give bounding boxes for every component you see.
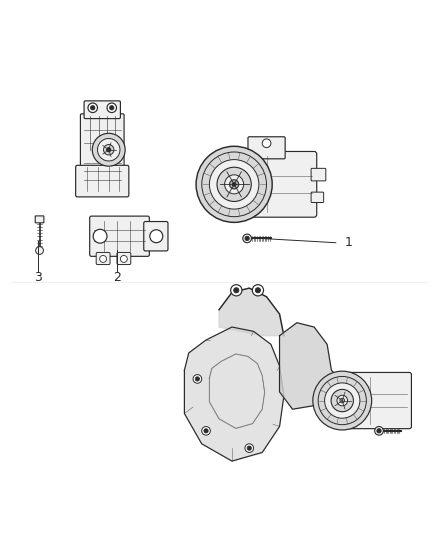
Circle shape xyxy=(245,236,249,240)
Circle shape xyxy=(195,377,200,381)
FancyBboxPatch shape xyxy=(342,373,411,429)
Circle shape xyxy=(217,167,251,201)
Circle shape xyxy=(245,444,254,453)
Text: 2: 2 xyxy=(113,271,121,284)
Circle shape xyxy=(243,234,251,243)
FancyBboxPatch shape xyxy=(90,216,149,256)
Circle shape xyxy=(107,103,117,112)
Circle shape xyxy=(120,255,127,262)
Circle shape xyxy=(202,426,210,435)
Text: 3: 3 xyxy=(34,271,42,284)
Circle shape xyxy=(98,139,120,161)
Polygon shape xyxy=(219,288,284,336)
FancyBboxPatch shape xyxy=(35,216,44,223)
FancyBboxPatch shape xyxy=(311,192,324,203)
Circle shape xyxy=(255,288,261,293)
Circle shape xyxy=(231,285,242,296)
Circle shape xyxy=(374,426,383,435)
Circle shape xyxy=(209,159,259,209)
Circle shape xyxy=(150,230,163,243)
FancyBboxPatch shape xyxy=(76,165,129,197)
FancyBboxPatch shape xyxy=(96,253,110,264)
Circle shape xyxy=(262,139,271,148)
Circle shape xyxy=(93,229,107,243)
FancyBboxPatch shape xyxy=(117,253,131,264)
Polygon shape xyxy=(279,322,349,409)
Circle shape xyxy=(377,429,381,433)
Circle shape xyxy=(340,398,345,403)
Circle shape xyxy=(193,375,202,383)
Circle shape xyxy=(92,133,125,166)
FancyBboxPatch shape xyxy=(248,137,285,159)
Circle shape xyxy=(337,395,347,406)
Text: 1: 1 xyxy=(345,236,353,249)
Circle shape xyxy=(91,106,95,110)
Circle shape xyxy=(106,148,111,152)
FancyBboxPatch shape xyxy=(81,114,124,195)
Circle shape xyxy=(232,182,236,186)
FancyBboxPatch shape xyxy=(311,168,326,181)
Circle shape xyxy=(100,255,106,262)
Circle shape xyxy=(234,288,239,293)
Circle shape xyxy=(325,383,360,418)
Circle shape xyxy=(110,106,114,110)
FancyBboxPatch shape xyxy=(234,151,317,217)
Circle shape xyxy=(88,103,98,112)
Circle shape xyxy=(196,146,272,222)
Circle shape xyxy=(35,247,43,254)
Circle shape xyxy=(247,446,251,450)
Circle shape xyxy=(331,390,353,411)
Circle shape xyxy=(313,371,372,430)
Circle shape xyxy=(204,429,208,433)
Circle shape xyxy=(230,180,239,189)
Circle shape xyxy=(252,285,264,296)
Polygon shape xyxy=(184,327,284,461)
Circle shape xyxy=(103,144,114,155)
FancyBboxPatch shape xyxy=(144,222,168,251)
FancyBboxPatch shape xyxy=(84,101,120,119)
Circle shape xyxy=(225,175,244,194)
